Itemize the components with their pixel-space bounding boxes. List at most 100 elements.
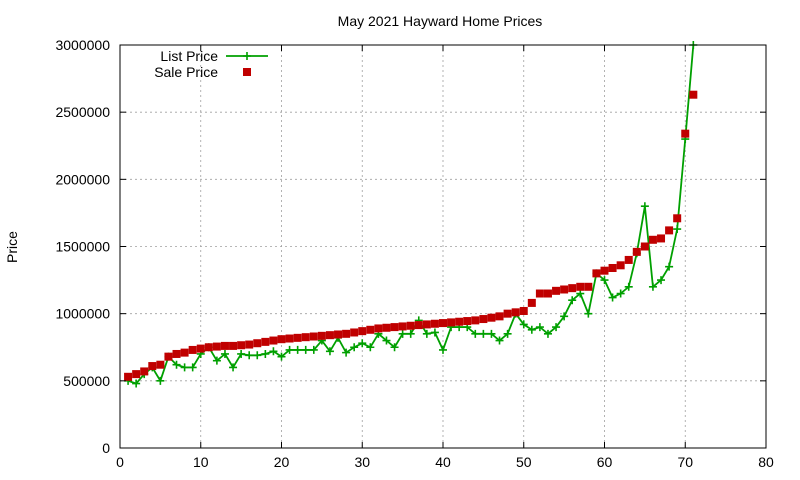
sale-price-point	[519, 306, 528, 315]
list-price-point	[503, 329, 512, 338]
x-tick-label: 30	[354, 454, 370, 470]
sale-price-point	[503, 309, 512, 318]
chart-title: May 2021 Hayward Home Prices	[338, 13, 543, 29]
list-price-point	[479, 329, 488, 338]
x-tick-label: 40	[435, 454, 451, 470]
list-price-point	[535, 323, 544, 332]
sale-price-point	[124, 372, 133, 381]
list-price-point	[212, 356, 221, 365]
list-price-point	[269, 347, 278, 356]
sale-price-point	[511, 308, 520, 317]
list-price-point	[568, 296, 577, 305]
list-price-point	[527, 325, 536, 334]
y-tick-label: 3000000	[55, 37, 110, 53]
list-price-point	[487, 329, 496, 338]
x-tick-label: 70	[677, 454, 693, 470]
sale-price-point	[334, 330, 343, 339]
sale-price-point	[382, 323, 391, 332]
list-price-point	[382, 336, 391, 345]
x-tick-label: 60	[597, 454, 613, 470]
sale-price-point	[673, 214, 682, 223]
list-price-point	[560, 312, 569, 321]
sale-price-point	[172, 349, 181, 358]
sale-price-point	[471, 316, 480, 325]
sale-price-point	[229, 341, 238, 350]
sale-price-point	[495, 312, 504, 321]
list-price-point	[495, 336, 504, 345]
x-tick-label: 50	[516, 454, 532, 470]
list-price-point	[180, 363, 189, 372]
list-price-point	[366, 343, 375, 352]
list-price-point	[293, 345, 302, 354]
list-price-point	[156, 376, 165, 385]
sale-price-point	[156, 360, 165, 369]
list-price-point	[229, 363, 238, 372]
sale-price-point	[414, 321, 423, 330]
list-price-point	[253, 351, 262, 360]
y-tick-label: 2000000	[55, 171, 110, 187]
series-layer	[124, 41, 698, 388]
list-price-point	[188, 363, 197, 372]
sale-price-point	[543, 289, 552, 298]
legend-label: List Price	[160, 48, 218, 64]
list-price-point	[665, 262, 674, 271]
sale-price-point	[398, 322, 407, 331]
list-price-point	[285, 345, 294, 354]
legend-label: Sale Price	[154, 64, 218, 80]
list-price-point	[277, 352, 286, 361]
sale-price-point	[463, 317, 472, 326]
sale-price-point	[350, 328, 359, 337]
list-price-point	[616, 289, 625, 298]
list-price-point	[430, 328, 439, 337]
list-price-point	[398, 329, 407, 338]
list-price-point	[576, 289, 585, 298]
sale-price-point	[406, 321, 415, 330]
sale-price-point	[196, 344, 205, 353]
list-price-point	[624, 282, 633, 291]
x-tick-label: 80	[758, 454, 774, 470]
sale-price-point	[584, 282, 593, 291]
list-price-point	[237, 349, 246, 358]
sale-price-point	[164, 352, 173, 361]
list-price-point	[245, 351, 254, 360]
sale-price-point	[422, 320, 431, 329]
x-tick-label: 10	[193, 454, 209, 470]
x-tick-label: 20	[274, 454, 290, 470]
sale-price-point	[616, 261, 625, 270]
list-price-point	[439, 345, 447, 354]
y-tick-label: 2500000	[55, 104, 110, 120]
sale-price-point	[608, 263, 617, 272]
list-price-point	[309, 345, 318, 354]
sale-price-point	[237, 341, 246, 350]
sale-price-point	[576, 282, 585, 291]
sale-price-point	[253, 339, 262, 348]
list-price-point	[657, 276, 666, 285]
y-tick-label: 0	[102, 440, 110, 456]
sale-price-point	[632, 247, 641, 256]
y-tick-label: 1500000	[55, 239, 110, 255]
sale-price-point	[188, 345, 197, 354]
y-axis-label: Price	[4, 231, 20, 263]
list-price-point	[640, 202, 649, 211]
list-price-point	[350, 343, 359, 352]
list-price-point	[648, 282, 657, 291]
list-price-point	[600, 276, 609, 285]
sale-price-point	[455, 317, 464, 326]
x-tick-label: 0	[116, 454, 124, 470]
sale-price-point	[358, 327, 367, 336]
sale-price-point	[527, 298, 536, 307]
list-price-point	[406, 329, 415, 338]
sale-price-point	[390, 323, 399, 332]
list-price-point	[608, 293, 617, 302]
list-price-point	[584, 309, 593, 318]
sale-price-point	[132, 370, 141, 379]
sale-price-point	[309, 332, 318, 341]
sale-price-point	[245, 340, 254, 349]
sale-price-point	[285, 334, 294, 343]
list-price-point	[301, 345, 310, 354]
sale-price-point	[204, 343, 213, 352]
sale-price-point	[447, 318, 456, 327]
